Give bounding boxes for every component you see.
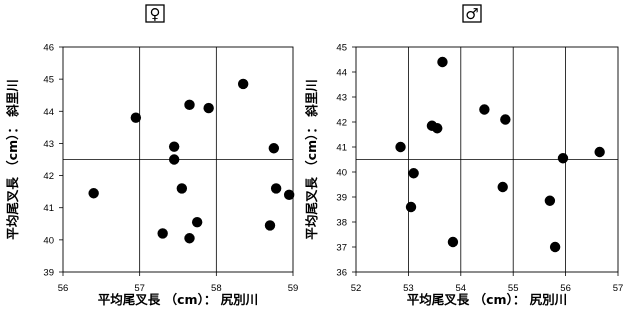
data-point-male xyxy=(395,141,406,153)
x-tick-label-female: 56 xyxy=(58,283,69,294)
data-point-female xyxy=(203,102,214,114)
data-point-female xyxy=(270,183,282,194)
y-tick-label-male: 42 xyxy=(336,118,347,129)
x-tick-label-male: 54 xyxy=(456,283,467,294)
data-point-male xyxy=(557,153,569,164)
data-point-male xyxy=(405,201,417,213)
title-box-female xyxy=(145,4,165,23)
chart-title-female: ♀ xyxy=(150,5,161,23)
data-point-female xyxy=(184,233,195,244)
y-tick-label-male: 40 xyxy=(336,168,347,179)
chart-panel-female: ♀ 56 57 58 59 39 40 41 42 43 44 45 46 平均尾叉長 （cm）： 尻別川… xyxy=(0,0,310,325)
data-point-male xyxy=(437,56,448,68)
x-axis-label-female: 平均尾叉長 （cm）： 尻別川 xyxy=(98,292,258,307)
y-tick-label-male: 38 xyxy=(336,218,347,229)
y-tick-label-female: 40 xyxy=(43,235,54,246)
data-point-female xyxy=(88,188,99,199)
data-point-female xyxy=(168,154,180,165)
scatter-chart-female: ♀ 56 57 58 59 39 40 41 42 43 44 45 46 平均尾叉長 （cm）： 尻別川… xyxy=(5,4,299,307)
x-tick-label-male: 55 xyxy=(508,283,519,294)
data-point-female xyxy=(237,78,249,90)
y-axis-label-female: 平均尾叉長 （cm）： 斜里川 xyxy=(5,79,20,239)
x-tick-label-male: 52 xyxy=(351,283,362,294)
data-point-female xyxy=(191,216,203,228)
y-tick-label-male: 39 xyxy=(336,193,347,204)
data-point-male xyxy=(479,104,490,115)
x-tick-label-male: 56 xyxy=(560,283,571,294)
y-tick-label-female: 44 xyxy=(43,107,54,118)
y-tick-label-male: 41 xyxy=(336,143,347,154)
data-point-female xyxy=(283,189,295,201)
y-tick-label-female: 43 xyxy=(43,139,54,150)
data-point-female xyxy=(268,143,280,154)
scatter-chart-male: ♂ 52 53 54 55 56 57 36 37 38 39 40 41 42 43 44 45 平均尾叉長 （… xyxy=(304,4,624,307)
data-point-male xyxy=(432,123,443,134)
data-point-female xyxy=(168,141,180,152)
x-tick-label-female: 58 xyxy=(211,283,222,294)
data-point-male xyxy=(549,241,561,253)
x-tick-label-male: 53 xyxy=(403,283,414,294)
x-axis-label-male: 平均尾叉長 （cm）： 尻別川 xyxy=(407,292,567,307)
y-tick-label-female: 46 xyxy=(43,43,54,54)
data-point-male xyxy=(497,181,508,193)
x-tick-label-male: 57 xyxy=(613,283,624,294)
y-tick-label-female: 42 xyxy=(43,171,54,182)
x-tick-label-female: 57 xyxy=(134,283,145,294)
data-point-male xyxy=(447,236,459,248)
data-point-male xyxy=(594,146,605,158)
data-point-female xyxy=(130,112,142,123)
data-point-male xyxy=(544,195,556,206)
title-box-male xyxy=(462,4,482,23)
data-point-female xyxy=(264,220,276,231)
y-tick-label-male: 43 xyxy=(336,93,347,104)
data-point-female xyxy=(176,183,188,194)
y-axis-label-male: 平均尾叉長 （cm）： 斜里川 xyxy=(304,79,319,239)
data-point-female xyxy=(157,228,168,239)
y-tick-label-female: 39 xyxy=(43,268,54,279)
y-tick-label-male: 36 xyxy=(336,268,347,279)
y-tick-label-female: 45 xyxy=(43,75,54,86)
data-point-male xyxy=(500,114,511,125)
y-tick-label-male: 44 xyxy=(336,68,347,79)
y-tick-label-male: 45 xyxy=(336,43,347,54)
chart-title-male: ♂ xyxy=(465,5,478,23)
data-point-male xyxy=(408,168,419,179)
x-tick-label-female: 59 xyxy=(288,283,299,294)
data-point-female xyxy=(184,99,195,111)
y-tick-label-male: 37 xyxy=(336,243,347,254)
chart-panel-male: ♂ 52 53 54 55 56 57 36 37 38 39 40 41 42 43 44 45 平均尾叉長 （… xyxy=(304,0,625,325)
y-tick-label-female: 41 xyxy=(43,203,54,214)
